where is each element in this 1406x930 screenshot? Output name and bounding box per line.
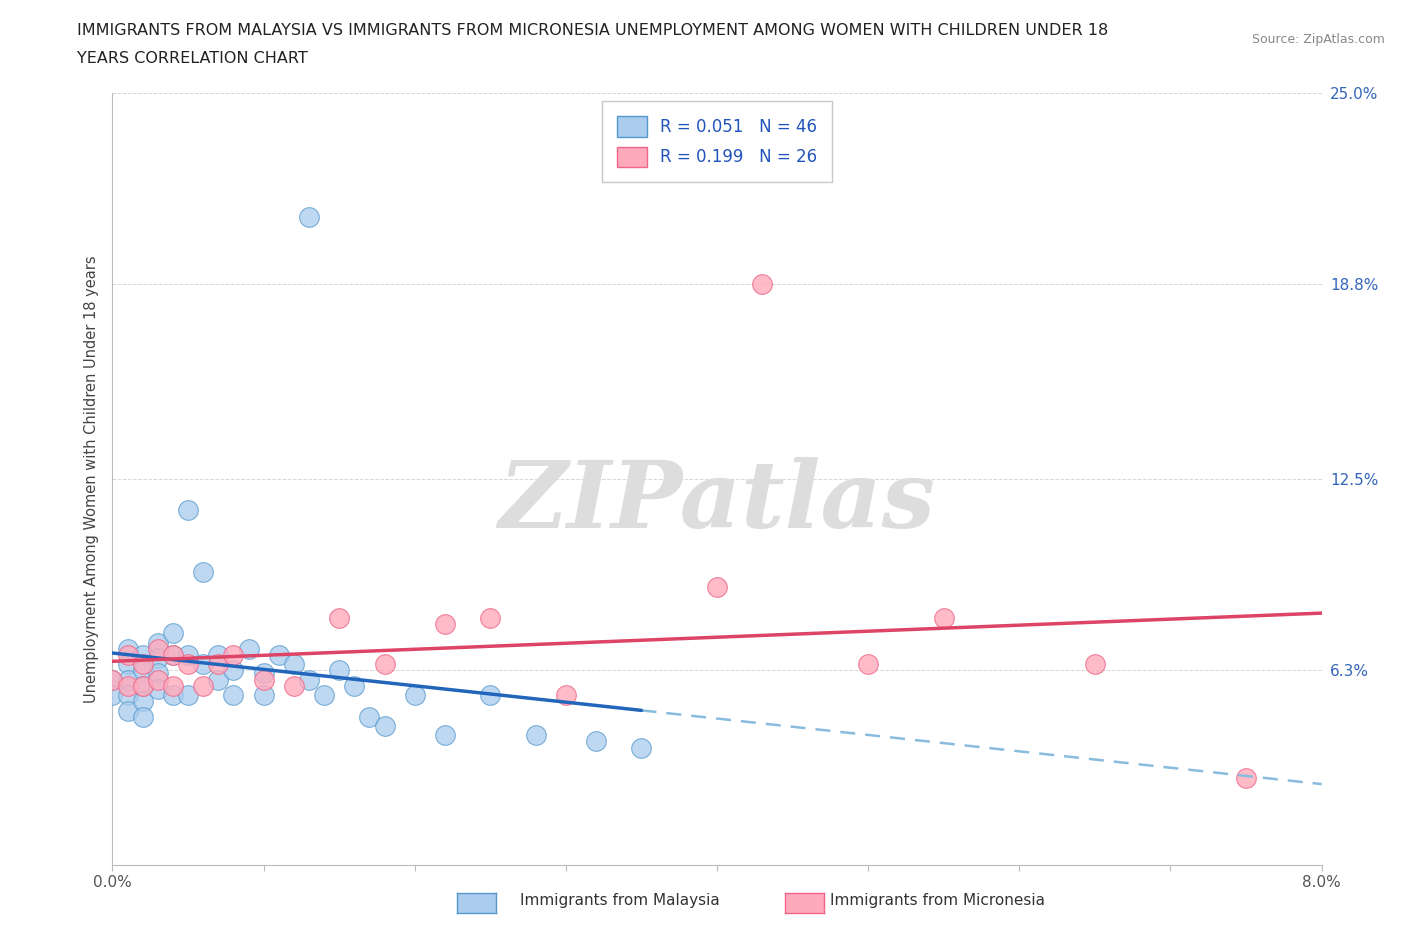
- Point: [283, 678, 305, 693]
- Point: [856, 657, 880, 671]
- Point: [222, 687, 245, 702]
- Point: [117, 687, 139, 702]
- Point: [101, 672, 124, 687]
- Text: Immigrants from Malaysia: Immigrants from Malaysia: [520, 893, 720, 908]
- Point: [298, 209, 321, 224]
- Point: [117, 642, 139, 657]
- Point: [132, 647, 155, 662]
- Point: [433, 728, 456, 743]
- Point: [404, 687, 426, 702]
- Y-axis label: Unemployment Among Women with Children Under 18 years: Unemployment Among Women with Children U…: [84, 255, 100, 703]
- Point: [207, 647, 229, 662]
- Point: [132, 710, 155, 724]
- Point: [162, 687, 184, 702]
- Point: [132, 657, 155, 671]
- Point: [146, 666, 169, 681]
- Point: [207, 672, 229, 687]
- Point: [117, 672, 139, 687]
- Point: [177, 687, 200, 702]
- Point: [146, 642, 169, 657]
- Point: [117, 657, 139, 671]
- Point: [191, 657, 215, 671]
- Point: [328, 663, 350, 678]
- Point: [479, 610, 502, 625]
- Point: [479, 687, 502, 702]
- Point: [554, 687, 576, 702]
- Point: [253, 672, 276, 687]
- Point: [162, 647, 184, 662]
- Point: [524, 728, 547, 743]
- Point: [177, 647, 200, 662]
- Point: [117, 703, 139, 718]
- Text: IMMIGRANTS FROM MALAYSIA VS IMMIGRANTS FROM MICRONESIA UNEMPLOYMENT AMONG WOMEN : IMMIGRANTS FROM MALAYSIA VS IMMIGRANTS F…: [77, 23, 1108, 38]
- Point: [162, 647, 184, 662]
- Point: [312, 687, 335, 702]
- Point: [117, 647, 139, 662]
- Point: [191, 678, 215, 693]
- Point: [146, 682, 169, 697]
- Point: [238, 642, 260, 657]
- Point: [177, 502, 200, 517]
- Point: [343, 678, 366, 693]
- Point: [630, 740, 652, 755]
- Point: [132, 663, 155, 678]
- Point: [101, 687, 124, 702]
- Point: [132, 678, 155, 693]
- Text: ZIPatlas: ZIPatlas: [499, 458, 935, 547]
- Point: [359, 710, 381, 724]
- Text: Source: ZipAtlas.com: Source: ZipAtlas.com: [1251, 33, 1385, 46]
- Point: [222, 663, 245, 678]
- Point: [283, 657, 305, 671]
- Text: YEARS CORRELATION CHART: YEARS CORRELATION CHART: [77, 51, 308, 66]
- Point: [146, 635, 169, 650]
- Point: [177, 657, 200, 671]
- Point: [373, 719, 396, 734]
- Point: [162, 626, 184, 641]
- Text: Immigrants from Micronesia: Immigrants from Micronesia: [830, 893, 1045, 908]
- Point: [132, 678, 155, 693]
- Point: [932, 610, 955, 625]
- Point: [146, 651, 169, 666]
- Point: [751, 277, 773, 292]
- Point: [373, 657, 396, 671]
- Point: [253, 666, 276, 681]
- Point: [1084, 657, 1107, 671]
- Point: [585, 734, 607, 749]
- Point: [207, 657, 229, 671]
- Legend: R = 0.051   N = 46, R = 0.199   N = 26: R = 0.051 N = 46, R = 0.199 N = 26: [602, 101, 832, 182]
- Point: [433, 617, 456, 631]
- Point: [253, 687, 276, 702]
- Point: [706, 579, 728, 594]
- Point: [162, 678, 184, 693]
- Point: [298, 672, 321, 687]
- Point: [191, 565, 215, 579]
- Point: [132, 694, 155, 709]
- Point: [328, 610, 350, 625]
- Point: [146, 672, 169, 687]
- Point: [1234, 771, 1257, 786]
- Point: [101, 672, 124, 687]
- Point: [117, 678, 139, 693]
- Point: [267, 647, 290, 662]
- Point: [222, 647, 245, 662]
